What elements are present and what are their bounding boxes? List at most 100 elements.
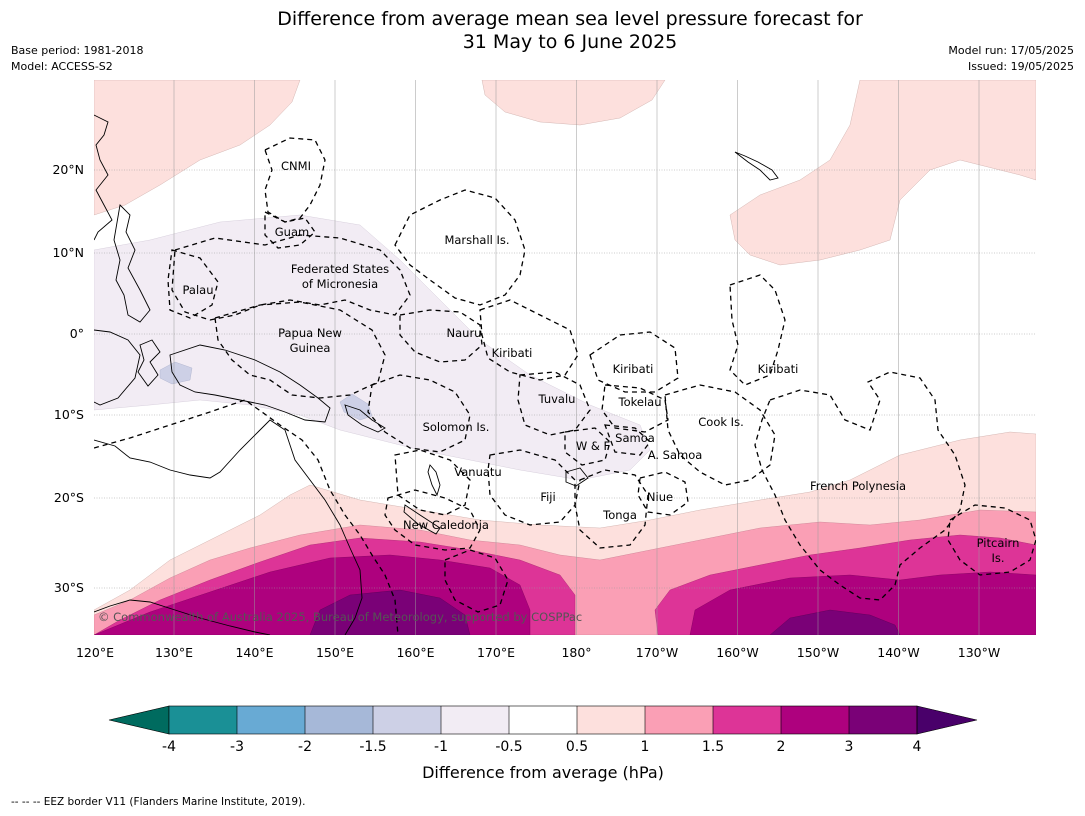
colorbar-ticks: -4 -3 -2 -1.5 -1 -0.5 0.5 1 1.5 2 3 4 bbox=[162, 739, 922, 755]
colorbar-dividers bbox=[236, 706, 850, 734]
eez-palau bbox=[167, 249, 219, 319]
label-wf: W & F bbox=[576, 439, 610, 453]
eez-guam bbox=[264, 210, 316, 249]
lat-label-10s: 10°S bbox=[54, 407, 84, 422]
cb-tick-0: -4 bbox=[162, 739, 176, 755]
label-nauru: Nauru bbox=[447, 326, 482, 340]
coast-hawaii bbox=[734, 151, 779, 181]
label-pitcairn-line2: Is. bbox=[991, 551, 1004, 565]
chart-title: Difference from average mean sea level p… bbox=[0, 8, 1085, 54]
label-cook: Cook Is. bbox=[698, 415, 743, 429]
colorbar-bin-4 bbox=[373, 706, 441, 734]
lon-label-140e: 140°E bbox=[235, 645, 273, 660]
label-pitcairn-line1: Pitcairn bbox=[977, 536, 1020, 550]
issued-date: Issued: 19/05/2025 bbox=[967, 60, 1074, 73]
colorbar-bin-10 bbox=[781, 706, 849, 734]
coast-solomon bbox=[344, 404, 386, 433]
eez-png bbox=[214, 301, 386, 399]
eez-pitcairn bbox=[947, 504, 1036, 576]
lat-label-10n: 10°N bbox=[52, 245, 84, 260]
latitude-labels: 20°N 10°N 0° 10°S 20°S 30°S bbox=[52, 162, 84, 595]
colorbar: -4 -3 -2 -1.5 -1 -0.5 0.5 1 1.5 2 3 4 Di… bbox=[108, 705, 978, 782]
meta-left: Base period: 1981-2018 Model: ACCESS-S2 bbox=[11, 43, 143, 75]
parallels bbox=[94, 169, 1036, 589]
cb-tick-7: 1 bbox=[641, 739, 650, 755]
eez-new-caledonia bbox=[384, 489, 481, 551]
colorbar-bin-9 bbox=[713, 706, 781, 734]
coast-borneo bbox=[94, 329, 141, 406]
lon-label-180: 180° bbox=[561, 645, 591, 660]
cb-tick-4: -1 bbox=[434, 739, 448, 755]
cb-tick-11: 4 bbox=[913, 739, 922, 755]
lon-label-150w: 150°W bbox=[797, 645, 839, 660]
coast-new-guinea bbox=[169, 344, 331, 423]
region-labels: CNMI Guam Marshall Is. Federated States … bbox=[183, 159, 1020, 565]
eez-samoa bbox=[604, 424, 651, 456]
cb-tick-9: 2 bbox=[777, 739, 786, 755]
label-png-line1: Papua New bbox=[278, 326, 342, 340]
meta-right: Model run: 17/05/2025 Issued: 19/05/2025 bbox=[948, 43, 1074, 75]
longitude-labels: 120°E 130°E 140°E 150°E 160°E 170°E 180°… bbox=[76, 645, 1000, 660]
lon-label-160w: 160°W bbox=[716, 645, 758, 660]
label-tuvalu: Tuvalu bbox=[538, 392, 576, 406]
map-figure: CNMI Guam Marshall Is. Federated States … bbox=[52, 80, 1036, 782]
label-solomon: Solomon Is. bbox=[423, 420, 490, 434]
lon-label-130w: 130°W bbox=[958, 645, 1000, 660]
cb-tick-10: 3 bbox=[845, 739, 854, 755]
colorbar-bin-7 bbox=[577, 706, 645, 734]
model-name: Model: ACCESS-S2 bbox=[11, 60, 113, 73]
coast-australia-south bbox=[94, 599, 271, 635]
map-area: CNMI Guam Marshall Is. Federated States … bbox=[94, 80, 1036, 635]
lat-label-0: 0° bbox=[70, 326, 84, 341]
label-marshall: Marshall Is. bbox=[444, 233, 509, 247]
eez-kiribati-c bbox=[589, 331, 679, 393]
coast-philippines bbox=[113, 204, 151, 323]
cb-tick-2: -2 bbox=[298, 739, 312, 755]
eez-tokelau bbox=[601, 384, 669, 433]
lon-label-150e: 150°E bbox=[316, 645, 354, 660]
lon-label-140w: 140°W bbox=[877, 645, 919, 660]
label-fsm-line2: of Micronesia bbox=[302, 277, 378, 291]
eez-nauru bbox=[399, 309, 483, 363]
anomaly-zone-south-4 bbox=[309, 589, 471, 635]
anomaly-zone-nw-positive bbox=[94, 80, 301, 216]
eez-niue bbox=[637, 471, 689, 516]
label-french-polynesia: French Polynesia bbox=[810, 479, 906, 493]
lat-label-20s: 20°S bbox=[54, 490, 84, 505]
eez-cnmi bbox=[264, 137, 326, 223]
coast-australia bbox=[94, 419, 363, 635]
eez-kiribati-w bbox=[479, 299, 579, 381]
colorbar-title: Difference from average (hPa) bbox=[422, 763, 664, 782]
lon-label-170w: 170°W bbox=[636, 645, 678, 660]
colorbar-extend-max bbox=[916, 705, 978, 735]
colorbar-bin-5 bbox=[441, 706, 509, 734]
label-kiribati-west: Kiribati bbox=[492, 346, 533, 360]
base-period: Base period: 1981-2018 bbox=[11, 44, 144, 57]
label-niue: Niue bbox=[647, 490, 673, 504]
eez-cook bbox=[664, 384, 776, 486]
coast-fiji bbox=[565, 467, 589, 487]
label-png-line2: Guinea bbox=[290, 341, 331, 355]
label-american-samoa: A. Samoa bbox=[648, 448, 703, 462]
eez-marshall bbox=[394, 189, 526, 306]
anomaly-zone-southeast-4 bbox=[769, 609, 901, 635]
eez-vanuatu bbox=[394, 449, 471, 516]
colorbar-outline bbox=[168, 705, 918, 735]
cb-tick-5: -0.5 bbox=[495, 739, 522, 755]
copyright-notice: © Commonwealth of Australia 2025, Bureau… bbox=[98, 610, 582, 624]
colorbar-bin-8 bbox=[645, 706, 713, 734]
title-line-2: 31 May to 6 June 2025 bbox=[462, 31, 678, 53]
colorbar-extend-min bbox=[108, 705, 170, 735]
coast-asia-west bbox=[94, 114, 113, 241]
label-palau: Palau bbox=[183, 283, 214, 297]
lat-label-20n: 20°N bbox=[52, 162, 84, 177]
label-kiribati-east: Kiribati bbox=[758, 362, 799, 376]
label-fsm-line1: Federated States bbox=[291, 262, 389, 276]
label-samoa: Samoa bbox=[615, 431, 655, 445]
label-new-caledonia: New Caledonia bbox=[403, 518, 489, 532]
eez-wf bbox=[564, 427, 611, 466]
eez-australia-east bbox=[94, 399, 399, 635]
anomaly-zone-ne-positive bbox=[729, 80, 1036, 266]
colorbar-bin-3 bbox=[305, 706, 373, 734]
anomaly-zone-png-negative bbox=[159, 361, 193, 385]
